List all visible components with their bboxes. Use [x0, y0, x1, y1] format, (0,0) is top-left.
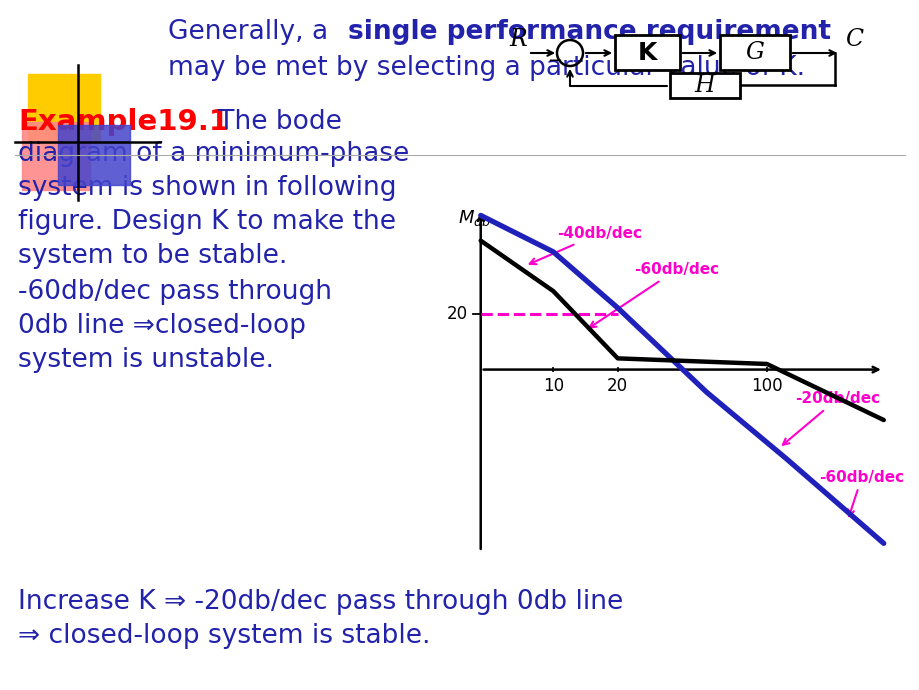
Text: −: −	[547, 52, 562, 70]
Text: figure. Design K to make the: figure. Design K to make the	[18, 209, 395, 235]
Text: 20: 20	[607, 377, 628, 395]
Bar	[28, 74, 100, 142]
Text: -60db/dec: -60db/dec	[589, 262, 719, 328]
Text: 0db line ⇒closed-loop: 0db line ⇒closed-loop	[18, 313, 306, 339]
Text: 10: 10	[542, 377, 563, 395]
Text: single performance requirement: single performance requirement	[347, 19, 830, 45]
Text: system is unstable.: system is unstable.	[18, 347, 274, 373]
Text: -40db/dec: -40db/dec	[529, 226, 641, 264]
Text: 20: 20	[447, 304, 468, 322]
Text: Increase K ⇒ -20db/dec pass through 0db line: Increase K ⇒ -20db/dec pass through 0db …	[18, 589, 622, 615]
Text: system to be stable.: system to be stable.	[18, 243, 287, 269]
Text: diagram of a minimum-phase: diagram of a minimum-phase	[18, 141, 409, 167]
Text: $M_{db}$: $M_{db}$	[458, 208, 491, 228]
Text: G: G	[744, 41, 764, 64]
Bar	[669, 73, 739, 98]
Text: Example19.1: Example19.1	[18, 108, 229, 136]
Text: -60db/dec: -60db/dec	[819, 470, 903, 516]
Bar	[614, 35, 679, 70]
Bar	[58, 125, 130, 185]
Text: -60db/dec pass through: -60db/dec pass through	[18, 279, 332, 305]
Text: R: R	[508, 28, 527, 52]
Bar	[720, 35, 789, 70]
Text: ⇒ closed-loop system is stable.: ⇒ closed-loop system is stable.	[18, 623, 430, 649]
Bar	[22, 122, 90, 190]
Text: Generally, a: Generally, a	[168, 19, 336, 45]
Text: H: H	[694, 74, 715, 97]
Text: The bode: The bode	[210, 109, 342, 135]
Text: 100: 100	[750, 377, 782, 395]
Text: system is shown in following: system is shown in following	[18, 175, 396, 201]
Text: may be met by selecting a particular value of K.: may be met by selecting a particular val…	[168, 55, 804, 81]
Text: K: K	[637, 41, 656, 64]
Text: C: C	[844, 28, 862, 52]
Text: -20db/dec: -20db/dec	[782, 391, 879, 445]
